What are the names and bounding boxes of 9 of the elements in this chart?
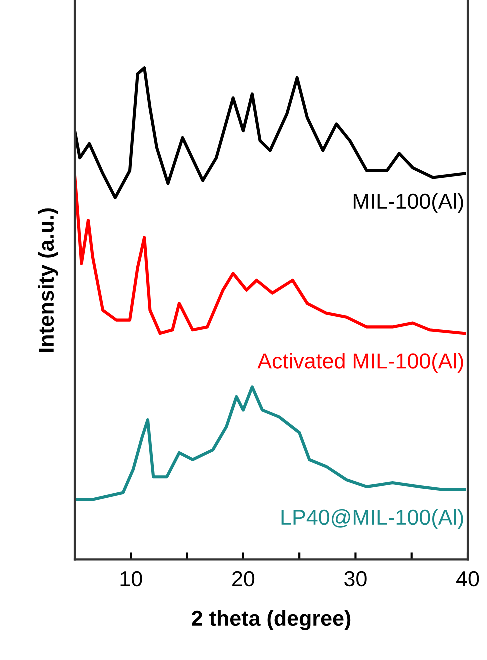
x-axis-title: 2 theta (degree) [192, 610, 351, 630]
y-axis-title: Intensity (a.u.) [38, 208, 58, 352]
series-label: MIL-100(Al) [354, 193, 464, 214]
x-tick-label: 40 [456, 571, 480, 587]
x-tick-label: 20 [232, 571, 255, 587]
series-label: LP40@MIL-100(Al) [282, 509, 464, 530]
series-label: Activated MIL-100(Al) [258, 353, 464, 374]
x-tick-label: 10 [120, 571, 142, 587]
x-tick-label: 30 [344, 571, 367, 587]
